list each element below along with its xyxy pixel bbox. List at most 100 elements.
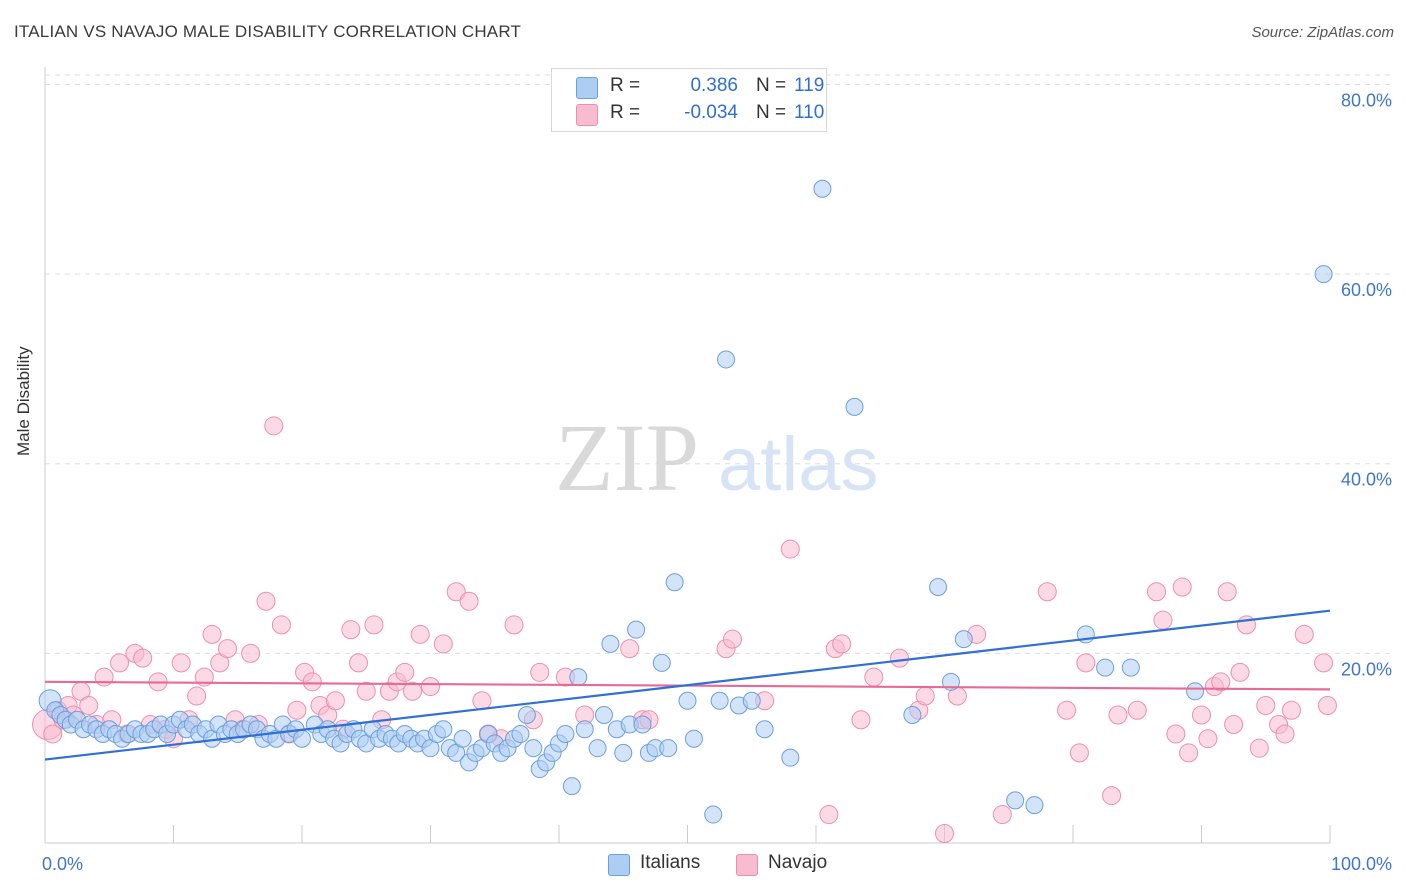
navajo-legend-swatch xyxy=(736,854,758,876)
navajo-point xyxy=(356,681,376,701)
navajo-point xyxy=(1275,724,1295,744)
navajo-point xyxy=(403,681,423,701)
italians-point xyxy=(929,578,948,596)
italians-trend-line xyxy=(44,609,1331,761)
navajo-point xyxy=(241,643,261,663)
italians-r-label: R = xyxy=(610,75,641,96)
navajo-point xyxy=(1069,743,1089,763)
y-tick-label: 40.0% xyxy=(1341,470,1392,490)
italians-point xyxy=(781,748,800,767)
navajo-point xyxy=(851,710,871,730)
navajo-point xyxy=(1192,705,1211,725)
italians-point xyxy=(517,706,536,724)
italians-point xyxy=(556,724,575,743)
italians-point xyxy=(1025,796,1044,815)
navajo-point xyxy=(79,696,99,716)
navajo-point xyxy=(864,667,884,687)
italians-point xyxy=(652,653,671,672)
italians-legend-label: Italians xyxy=(640,852,701,873)
navajo-point xyxy=(1057,700,1077,720)
italians-point xyxy=(1006,791,1025,810)
italians-point xyxy=(684,729,703,748)
navajo-point xyxy=(1317,696,1337,716)
navajo-point xyxy=(780,539,800,559)
navajo-swatch xyxy=(576,104,598,126)
navajo-point xyxy=(421,677,440,697)
navajo-point xyxy=(459,591,479,611)
navajo-point xyxy=(1179,743,1199,763)
navajo-point xyxy=(1127,700,1147,720)
italians-point xyxy=(954,630,973,649)
italians-point xyxy=(710,691,729,710)
italians-point xyxy=(742,691,761,710)
navajo-point xyxy=(271,615,291,635)
navajo-point xyxy=(1211,672,1231,692)
navajo-point xyxy=(1102,786,1122,806)
italians-point xyxy=(845,397,864,416)
navajo-point xyxy=(349,653,369,673)
italians-point xyxy=(524,739,543,758)
italians-n-label: N = xyxy=(756,75,787,96)
italians-point xyxy=(665,573,684,592)
navajo-point xyxy=(1153,610,1173,630)
navajo-point xyxy=(110,653,130,673)
navajo-point xyxy=(504,615,524,635)
watermark-zip: ZIP xyxy=(555,404,699,511)
navajo-point xyxy=(1281,700,1301,720)
italians-point xyxy=(434,720,453,739)
navajo-point xyxy=(302,672,322,692)
trend-lines xyxy=(44,609,1331,761)
navajo-point xyxy=(43,724,63,744)
navajo-point xyxy=(194,667,214,687)
navajo-point xyxy=(217,639,237,659)
navajo-n-label: N = xyxy=(756,102,787,123)
navajo-point xyxy=(1249,738,1269,758)
italians-legend-swatch xyxy=(608,854,630,876)
navajo-point xyxy=(264,416,284,436)
italians-n-value: 119 xyxy=(794,75,825,96)
y-tick-label: 20.0% xyxy=(1341,659,1392,679)
chart-source: Source: ZipAtlas.com xyxy=(1251,24,1394,41)
italians-point xyxy=(717,350,736,369)
navajo-point xyxy=(433,634,453,654)
italians-point xyxy=(704,805,723,824)
correlation-legend: R = 0.386 N = 119 R = -0.034 N = 110 xyxy=(551,68,827,132)
navajo-point xyxy=(1198,729,1218,749)
chart-title: ITALIAN VS NAVAJO MALE DISABILITY CORREL… xyxy=(14,22,522,41)
navajo-point xyxy=(202,624,222,644)
y-tick-label: 60.0% xyxy=(1341,280,1392,300)
navajo-point xyxy=(287,700,307,720)
navajo-point xyxy=(935,824,954,844)
italians-point xyxy=(511,724,530,743)
italians-point xyxy=(562,777,581,796)
navajo-point xyxy=(722,629,742,649)
x-tick-label: 100.0% xyxy=(1331,854,1392,874)
italians-series xyxy=(38,179,1333,824)
y-axis-label: Male Disability xyxy=(14,346,33,456)
italians-point xyxy=(1096,658,1115,677)
italians-swatch xyxy=(576,77,598,99)
navajo-n-value: 110 xyxy=(794,102,825,123)
italians-point xyxy=(1121,658,1140,677)
navajo-point xyxy=(1076,653,1096,673)
italians-point xyxy=(1314,265,1333,284)
navajo-point xyxy=(256,591,276,611)
navajo-point xyxy=(410,624,430,644)
y-tick-label: 80.0% xyxy=(1341,90,1392,110)
italians-point xyxy=(569,668,588,687)
italians-point xyxy=(594,706,613,724)
watermark: ZIP atlas xyxy=(555,404,879,511)
navajo-point xyxy=(1037,582,1057,602)
navajo-r-value: -0.034 xyxy=(684,102,738,123)
navajo-point xyxy=(1147,582,1167,602)
navajo-point xyxy=(1217,582,1237,602)
italians-point xyxy=(453,729,472,748)
italians-point xyxy=(601,634,620,653)
navajo-point xyxy=(1166,724,1186,744)
navajo-point xyxy=(364,615,384,635)
navajo-point xyxy=(620,639,640,659)
italians-point xyxy=(813,179,832,198)
italians-point xyxy=(755,720,774,739)
italians-point xyxy=(678,691,697,710)
